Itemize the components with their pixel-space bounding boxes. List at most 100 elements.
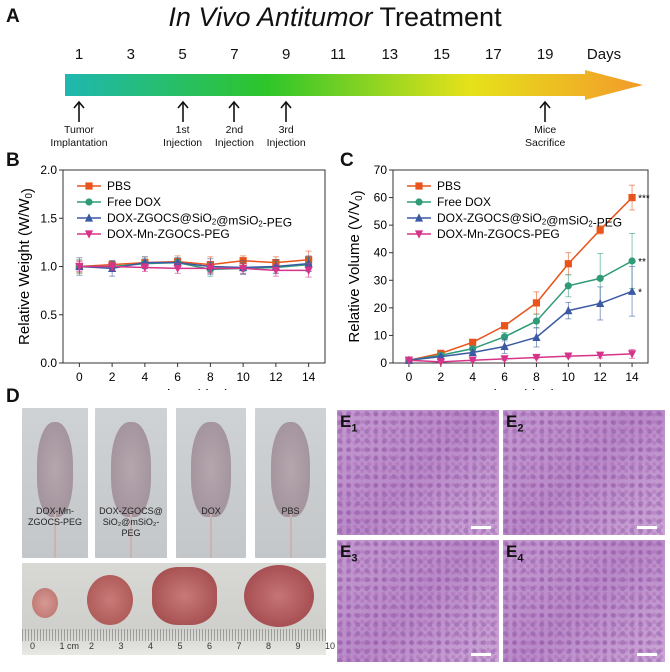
label-sub: 1: [351, 422, 358, 435]
mouse-label-line: SiO₂@mSiO₂-PEG: [102, 517, 160, 538]
mouse-photo: DOX-Mn- ZGOCS-PEG: [22, 408, 88, 558]
label-sub: 2: [517, 422, 524, 435]
y-tick-label: 20: [374, 301, 388, 315]
data-point: [596, 351, 605, 360]
legend-entry: PBS: [107, 179, 131, 193]
panel-a-title: In Vivo Antitumor Treatment: [0, 2, 670, 33]
histology-label: E2: [506, 412, 523, 434]
histology-label: E3: [340, 542, 357, 564]
series-line: [408, 353, 633, 363]
timeline-day: 15: [433, 46, 450, 63]
label-main: E: [506, 542, 518, 561]
series-DOX-ZGOCS@SiO2@mSiO2-PEG: *: [404, 266, 642, 364]
ruler-label: 3: [118, 641, 124, 651]
data-point: [500, 341, 509, 351]
legend-marker: [85, 182, 93, 190]
event-line2: Implantation: [50, 137, 108, 149]
mouse-label-line: DOX-ZGOCS@: [99, 506, 163, 516]
up-arrow-icon: [228, 100, 241, 122]
x-tick-label: 10: [562, 370, 576, 384]
legend-marker: [85, 198, 93, 206]
tumor-photo: 0 1 cm 2 3 4 5 6 7 8 9 10: [22, 563, 335, 655]
ruler-label: 10: [325, 641, 336, 651]
x-tick-label: 0: [76, 370, 83, 384]
panel-c-label: C: [340, 150, 354, 171]
y-tick-label: 60: [374, 191, 388, 205]
legend-marker: [414, 230, 424, 239]
tumor-2: [87, 575, 133, 625]
timeline-day: 13: [381, 46, 399, 63]
data-point: [627, 350, 637, 359]
mouse-tail: [54, 513, 56, 558]
legend-entry: Free DOX: [437, 195, 491, 209]
data-point: [468, 347, 477, 357]
data-point: [500, 355, 509, 364]
tumor-1: [32, 588, 58, 618]
data-point: [628, 257, 636, 265]
data-point: [173, 264, 182, 274]
mouse-body: [270, 422, 311, 517]
label-main: E: [340, 412, 352, 431]
data-point: [108, 262, 117, 272]
significance-mark: *: [638, 287, 642, 298]
up-arrow-icon: [73, 100, 85, 122]
data-point: [173, 258, 182, 267]
legend-marker: [84, 230, 94, 239]
mouse-tail: [210, 513, 212, 558]
event-line2: Sacrifice: [525, 137, 566, 149]
legend-marker: [414, 213, 424, 222]
mouse-label: DOX: [176, 506, 246, 517]
data-point: [436, 352, 445, 361]
label-sub: 3: [351, 552, 358, 565]
x-tick-label: 12: [269, 370, 283, 384]
legend-entry: DOX-Mn-ZGOCS-PEG: [437, 227, 560, 241]
y-tick-label: 30: [374, 273, 388, 287]
series-line: [408, 260, 633, 361]
title-rest: Treatment: [372, 2, 502, 32]
event-line1: Mice: [534, 124, 557, 136]
x-tick-label: 14: [625, 370, 639, 384]
panel-d-label: D: [6, 386, 20, 407]
timeline-day: 1: [74, 46, 84, 63]
timeline-day: 17: [485, 46, 502, 63]
mouse-photo: DOX-ZGOCS@ SiO₂@mSiO₂-PEG: [95, 408, 167, 558]
ruler-label: 9: [295, 641, 301, 651]
data-point: [304, 259, 313, 268]
ruler-label: 0: [30, 641, 36, 651]
mouse-label-line: DOX-Mn-: [36, 506, 74, 516]
x-tick-label: 8: [533, 370, 540, 384]
mouse-label-line: DOX: [201, 506, 221, 516]
data-point: [140, 263, 149, 273]
significance-mark: ***: [638, 194, 650, 205]
legend-marker: [415, 182, 423, 190]
y-tick-label: 0.5: [40, 308, 57, 322]
x-axis-label: Time (day): [485, 387, 556, 390]
mouse-photo: PBS: [255, 408, 326, 558]
x-tick-label: 4: [469, 370, 476, 384]
data-point: [596, 226, 604, 234]
event-line2: Injection: [163, 137, 203, 149]
legend-entry: PBS: [437, 179, 461, 193]
histology-label: E4: [506, 542, 523, 564]
label-main: E: [340, 542, 352, 561]
mouse-tail: [289, 513, 292, 558]
label-sub: 4: [517, 552, 524, 565]
title-italic: In Vivo Antitumor: [168, 2, 373, 32]
data-point: [564, 352, 573, 361]
timeline-days-unit: Days: [586, 46, 622, 63]
timeline-day: 7: [230, 46, 239, 63]
data-point: [532, 299, 541, 307]
data-point: [75, 262, 84, 272]
series-line: [79, 258, 309, 268]
event-line2: Injection: [266, 137, 306, 149]
mouse-label-line: ZGOCS-PEG: [27, 517, 82, 527]
x-tick-label: 12: [594, 370, 608, 384]
mouse-label: PBS: [255, 506, 326, 517]
data-point: [271, 266, 280, 275]
y-tick-label: 40: [374, 246, 388, 260]
y-tick-label: 1.5: [40, 211, 57, 225]
x-tick-label: 0: [406, 370, 413, 384]
series-Free DOX: **: [405, 233, 646, 364]
mouse-body: [36, 422, 74, 517]
ruler-label: 7: [236, 641, 242, 651]
